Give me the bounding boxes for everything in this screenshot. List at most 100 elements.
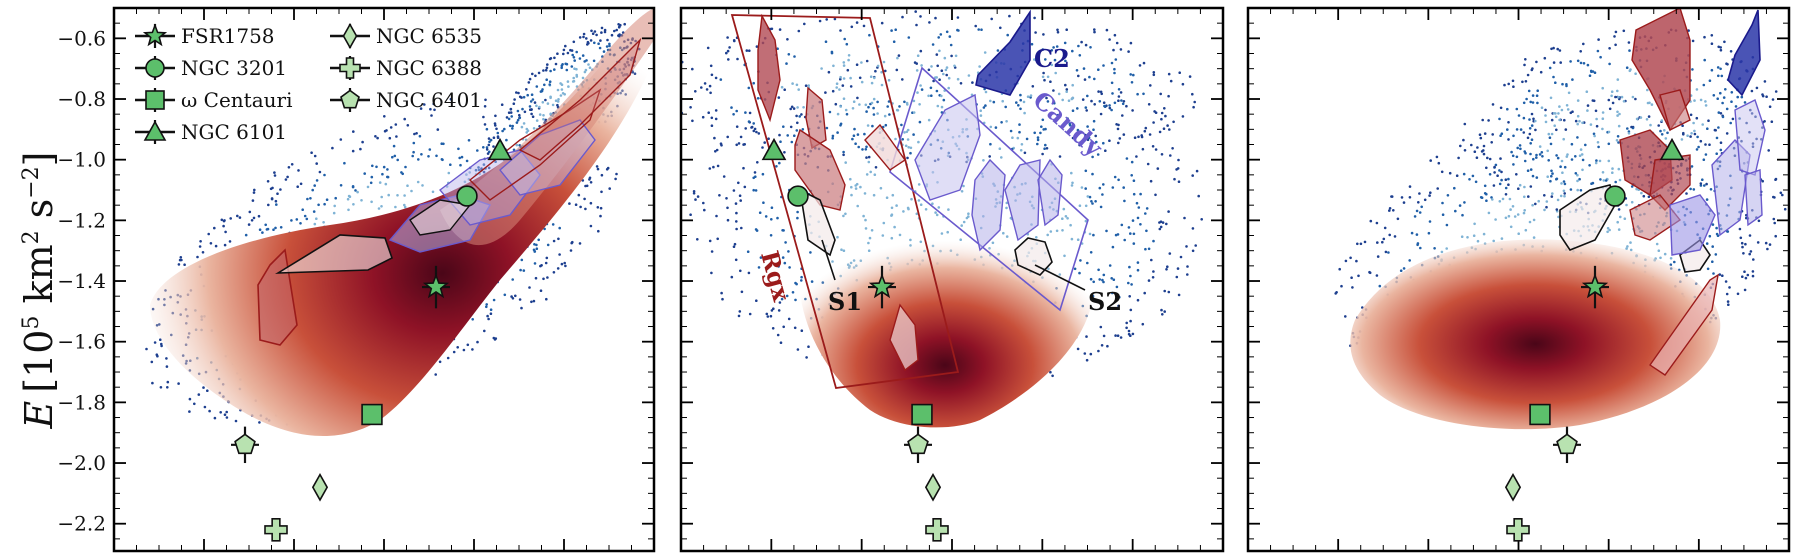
background-star-point [1461,213,1464,217]
background-star-point [747,271,751,275]
background-star-point [1673,260,1676,264]
background-star-point [1097,68,1100,71]
background-star-point [1114,58,1118,61]
c2-region-polygon [975,9,1031,96]
background-star-point [339,184,343,187]
background-star-point [446,356,450,360]
background-star-point [956,16,960,19]
background-star-point [213,226,216,230]
background-star-point [1761,93,1764,96]
background-star-point [1492,239,1495,243]
background-star-point [1551,192,1554,195]
background-star-point [787,317,791,321]
background-star-point [371,164,374,168]
background-star-point [1498,200,1502,203]
background-star-point [1524,228,1528,232]
background-star-point [725,197,728,200]
background-star-point [482,163,486,166]
background-star-point [1728,286,1731,289]
background-star-point [462,348,466,352]
background-star-point [485,303,489,306]
background-star-point [586,40,590,44]
panel-right [1246,6,1791,553]
background-star-point [1453,186,1456,190]
background-star-point [602,50,606,53]
background-star-point [1050,49,1054,52]
background-star-point [754,189,758,192]
background-star-point [375,165,378,169]
background-star-point [1763,80,1767,83]
background-star-point [1163,289,1166,293]
background-star-point [793,134,796,137]
background-star-point [1540,151,1544,154]
background-star-point [675,99,678,102]
background-star-point [590,29,593,33]
background-star-point [581,54,585,57]
background-star-point [1144,126,1148,130]
background-star-point [419,107,423,110]
background-star-point [1704,153,1708,156]
background-star-point [726,49,730,53]
background-star-point [1618,178,1622,182]
background-star-point [522,269,526,272]
background-star-point [1574,119,1578,123]
background-star-point [1629,68,1632,71]
background-star-point [546,63,549,66]
background-star-point [1710,34,1714,37]
background-star-point [1130,174,1133,177]
background-star-point [1131,332,1135,336]
background-star-point [917,183,921,186]
background-star-point [1122,133,1126,136]
background-star-point [534,74,537,78]
background-star-point [1623,217,1627,220]
background-star-point [553,56,556,60]
background-star-point [274,226,277,230]
background-star-point [1139,223,1142,226]
background-star-point [737,142,741,145]
background-star-point [363,172,367,175]
background-star-point [783,261,787,265]
background-star-point [1019,107,1022,111]
background-star-point [796,121,799,125]
background-star-point [1563,194,1566,198]
background-star-point [1579,50,1582,53]
background-star-point [1076,347,1080,351]
background-star-point [730,275,734,279]
background-star-point [940,105,944,109]
background-star-point [839,75,842,79]
background-star-point [967,212,970,215]
background-star-point [572,56,576,59]
background-star-point [1023,111,1026,115]
background-star-point [1168,252,1172,255]
background-star-point [847,54,851,57]
background-star-point [561,92,565,95]
background-star-point [1413,215,1417,218]
background-star-point [1499,134,1502,137]
background-star-point [858,76,862,80]
background-star-point [556,103,559,107]
background-star-point [412,141,416,145]
background-star-point [673,106,676,109]
background-star-point [1550,195,1554,198]
background-star-point [778,28,782,31]
background-star-point [434,373,438,376]
background-star-point [1617,95,1620,99]
cluster-marker-ngc-6401 [234,433,256,455]
background-star-point [1570,158,1574,161]
background-star-point [756,97,760,100]
background-star-point [1546,149,1549,153]
background-star-point [796,106,799,109]
background-star-point [880,83,884,87]
background-star-point [1071,109,1075,112]
background-star-point [1099,205,1103,209]
background-star-point [1095,140,1098,144]
background-star-point [927,68,931,72]
background-star-point [1069,223,1072,227]
rgx-region-box [730,14,960,389]
background-star-point [730,106,733,109]
background-star-point [1746,273,1750,277]
background-star-point [1711,223,1715,226]
background-star-point [568,202,571,205]
background-star-point [867,155,871,159]
